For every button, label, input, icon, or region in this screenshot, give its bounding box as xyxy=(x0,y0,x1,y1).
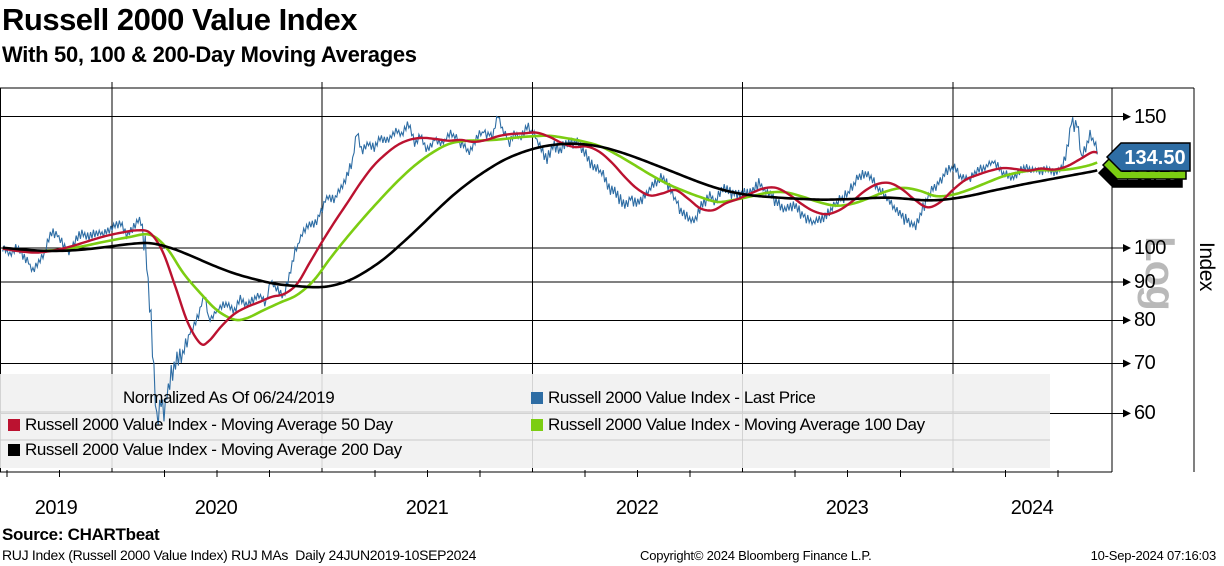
legend-item-label: Russell 2000 Value Index - Moving Averag… xyxy=(25,415,393,434)
y-tick-label: 150 xyxy=(1134,105,1166,128)
copyright-notice: Copyright© 2024 Bloomberg Finance L.P. xyxy=(640,548,872,563)
ma100-swatch-icon xyxy=(531,419,543,431)
ma200-swatch-icon xyxy=(8,444,20,456)
legend-item-ma50: Russell 2000 Value Index - Moving Averag… xyxy=(8,414,393,436)
y-tick-arrow-icon xyxy=(1123,112,1131,121)
legend-item-ma100: Russell 2000 Value Index - Moving Averag… xyxy=(531,414,925,436)
series-line-russell-2000-value-index-moving-average-100-day xyxy=(2,134,1098,322)
x-tick-label-2021: 2021 xyxy=(405,497,449,519)
legend-normalized-note-text: Normalized As Of 06/24/2019 xyxy=(123,388,335,407)
timestamp: 10-Sep-2024 07:16:03 xyxy=(1090,548,1217,563)
y-tick-arrow-icon xyxy=(1123,244,1131,252)
ma50-swatch-icon xyxy=(8,419,20,431)
last-price-badge-label: 134.50 xyxy=(1124,147,1185,169)
y-tick-arrow-icon xyxy=(1123,409,1131,418)
y-axis-title: Index xyxy=(1195,242,1218,291)
legend-item-label: Russell 2000 Value Index - Moving Averag… xyxy=(548,415,925,434)
legend-item-ma200: Russell 2000 Value Index - Moving Averag… xyxy=(8,439,402,461)
x-tick-label-2022: 2022 xyxy=(615,497,659,519)
source-label: Source: CHARTbeat xyxy=(2,525,160,544)
y-tick-label: 80 xyxy=(1134,309,1156,332)
legend-item-label: Russell 2000 Value Index - Last Price xyxy=(548,388,816,407)
y-tick-label: 100 xyxy=(1134,237,1166,259)
last-price-swatch-icon xyxy=(531,392,543,404)
page-subtitle: With 50, 100 & 200-Day Moving Averages xyxy=(2,42,417,67)
axis-price-badges[interactable]: 127.26 130.25 134.50 xyxy=(1097,142,1191,188)
legend-item-last-price: Russell 2000 Value Index - Last Price xyxy=(531,387,816,409)
y-tick-arrow-icon xyxy=(1123,359,1131,368)
series-line-russell-2000-value-index-moving-average-50-day xyxy=(2,131,1098,346)
y-tick-arrow-icon xyxy=(1123,316,1131,325)
x-tick-label-2020: 2020 xyxy=(194,497,238,519)
page-title: Russell 2000 Value Index xyxy=(2,2,358,37)
y-tick-label: 60 xyxy=(1134,402,1156,425)
x-tick-label-2024: 2024 xyxy=(1010,497,1054,519)
legend-band xyxy=(0,374,1050,468)
y-tick-arrow-icon xyxy=(1123,278,1131,287)
last-price-badge[interactable] xyxy=(1105,142,1191,172)
y-tick-label: 70 xyxy=(1134,352,1156,375)
log-scale-label: Log xyxy=(1137,236,1184,310)
chart-plot-area[interactable] xyxy=(0,82,1195,477)
x-tick-label-2019: 2019 xyxy=(34,497,78,519)
legend-normalized-note: Normalized As Of 06/24/2019 xyxy=(123,387,335,409)
legend-item-label: Russell 2000 Value Index - Moving Averag… xyxy=(25,440,402,459)
y-tick-label: 90 xyxy=(1134,271,1156,294)
series-line-last-price xyxy=(2,115,1098,426)
x-tick-label-2023: 2023 xyxy=(825,497,869,519)
chart-description: RUJ Index (Russell 2000 Value Index) RUJ… xyxy=(2,547,477,563)
series-line-russell-2000-value-index-moving-average-200-day xyxy=(2,142,1098,289)
